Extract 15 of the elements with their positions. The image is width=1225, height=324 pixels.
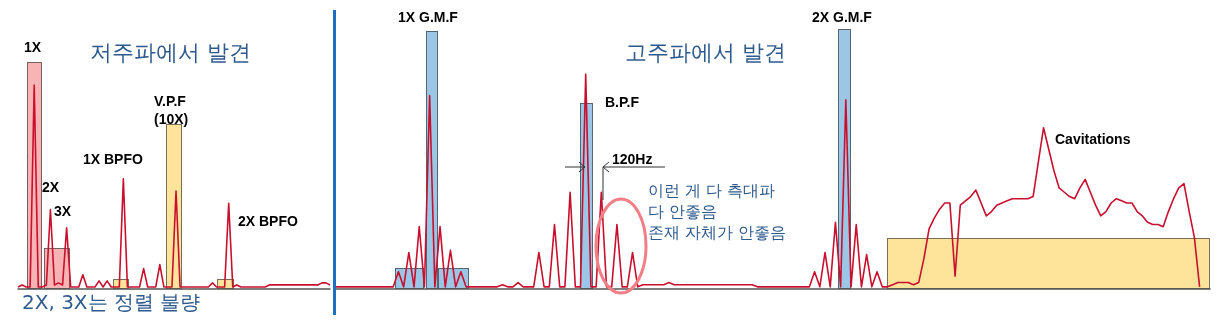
text: 1X G.M.F	[398, 9, 459, 25]
annotation: Cavitations	[1055, 131, 1131, 147]
chart-title: 저주파에서 발견	[90, 39, 251, 65]
text: 1X	[24, 39, 42, 55]
annotation: B.P.F	[605, 94, 640, 110]
annotation: 이런 게 다 측대파 다 안좋음 존재 자체가 안좋음	[648, 181, 787, 242]
annotation: 3X	[54, 203, 72, 219]
annotation: 2X	[42, 179, 60, 195]
text: 2X G.M.F	[812, 9, 873, 25]
annotation: V.P.F (10X)	[154, 93, 189, 127]
annotation: 1X BPFO	[83, 151, 144, 167]
annotation: 2X BPFO	[238, 213, 299, 229]
text: 2X, 3X는 정렬 불량	[22, 290, 201, 314]
annotation: 120Hz	[612, 151, 653, 167]
chart-title: 고주파에서 발견	[625, 39, 786, 65]
